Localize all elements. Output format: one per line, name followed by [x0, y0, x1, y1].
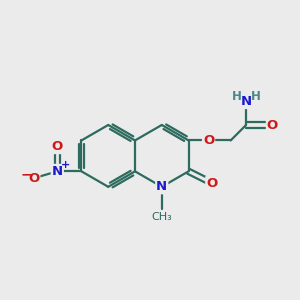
Text: −: − [21, 167, 32, 181]
Text: O: O [52, 140, 63, 153]
Text: O: O [28, 172, 39, 184]
Text: O: O [206, 177, 218, 190]
Text: O: O [267, 118, 278, 132]
Text: +: + [61, 160, 70, 170]
Text: CH₃: CH₃ [152, 212, 172, 222]
Text: H: H [250, 90, 260, 103]
Text: H: H [232, 90, 242, 103]
Text: N: N [156, 180, 167, 193]
Text: N: N [240, 95, 251, 108]
Text: O: O [203, 134, 214, 147]
Text: N: N [52, 165, 63, 178]
